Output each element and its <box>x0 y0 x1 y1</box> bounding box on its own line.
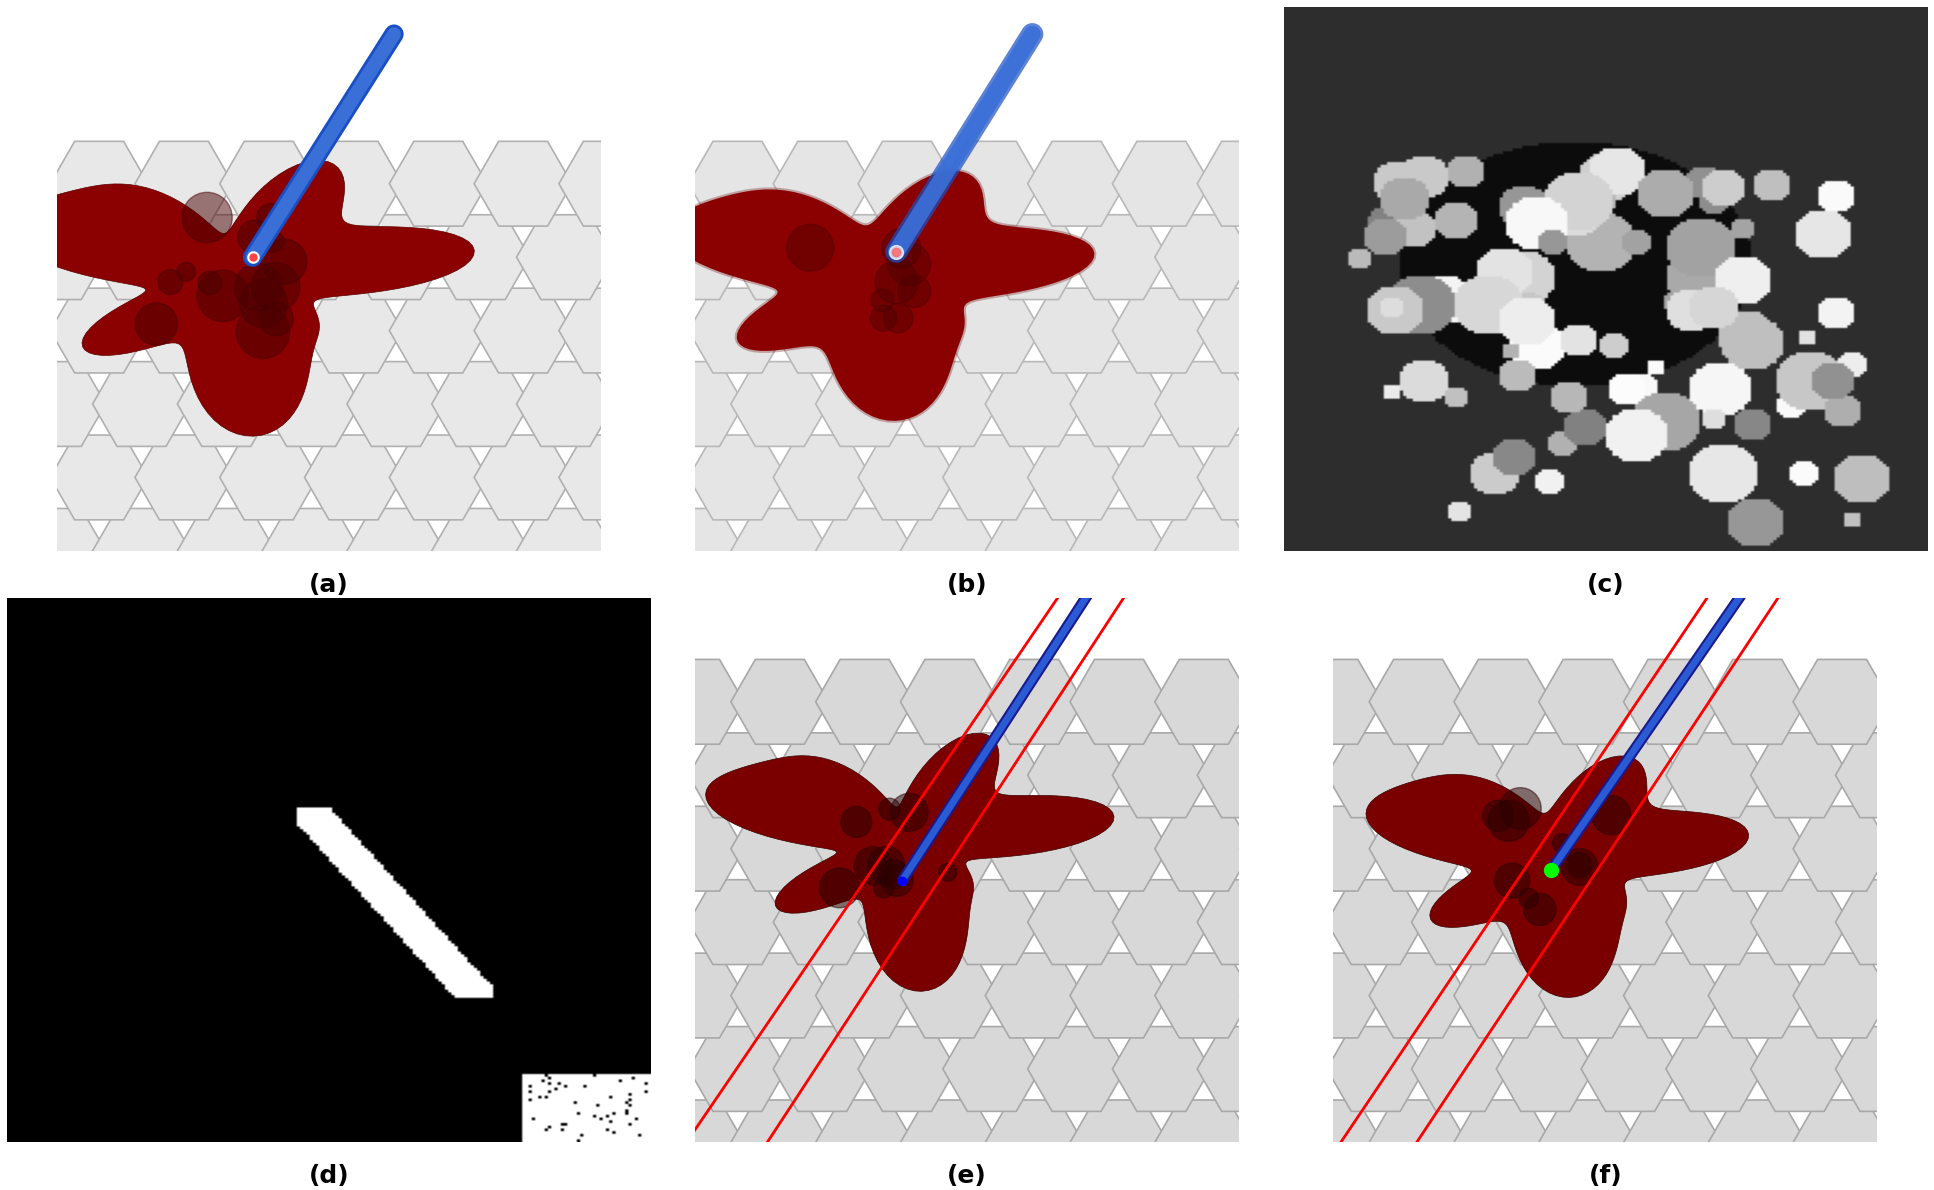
Circle shape <box>855 847 892 884</box>
PathPatch shape <box>669 171 1095 421</box>
Circle shape <box>787 224 834 271</box>
Circle shape <box>868 846 905 883</box>
Text: (c): (c) <box>1586 572 1625 596</box>
Circle shape <box>257 203 284 232</box>
Circle shape <box>240 280 288 327</box>
PathPatch shape <box>6 161 474 437</box>
Circle shape <box>1499 788 1541 829</box>
Circle shape <box>880 864 913 896</box>
Circle shape <box>841 807 872 838</box>
Circle shape <box>884 303 913 333</box>
Circle shape <box>197 270 248 321</box>
Circle shape <box>1483 800 1514 832</box>
Circle shape <box>182 193 232 243</box>
Circle shape <box>897 275 930 307</box>
Text: (a): (a) <box>309 572 348 596</box>
Circle shape <box>1518 889 1539 908</box>
Circle shape <box>238 220 271 253</box>
Circle shape <box>888 243 930 286</box>
Circle shape <box>197 271 220 295</box>
Circle shape <box>820 868 859 908</box>
Circle shape <box>938 863 957 882</box>
PathPatch shape <box>1365 756 1748 997</box>
Circle shape <box>1487 800 1530 841</box>
Circle shape <box>870 305 897 331</box>
Circle shape <box>234 263 282 311</box>
Text: (b): (b) <box>946 572 988 596</box>
PathPatch shape <box>669 171 1095 421</box>
Circle shape <box>890 794 928 832</box>
Text: (d): (d) <box>308 1164 348 1188</box>
Text: (e): (e) <box>948 1164 986 1188</box>
Circle shape <box>1561 848 1597 885</box>
Circle shape <box>259 302 294 336</box>
Circle shape <box>135 303 178 345</box>
Circle shape <box>251 262 300 312</box>
Circle shape <box>882 228 921 268</box>
Text: (f): (f) <box>1588 1164 1623 1188</box>
Circle shape <box>874 878 894 898</box>
Circle shape <box>874 261 919 303</box>
Circle shape <box>236 305 290 358</box>
Circle shape <box>176 263 195 281</box>
Circle shape <box>263 231 284 252</box>
Circle shape <box>870 289 894 312</box>
Circle shape <box>1495 863 1530 898</box>
PathPatch shape <box>706 733 1114 991</box>
Circle shape <box>1524 894 1557 926</box>
Circle shape <box>1553 834 1572 853</box>
Circle shape <box>261 239 308 284</box>
Circle shape <box>878 859 909 889</box>
Circle shape <box>1567 852 1592 878</box>
Circle shape <box>878 798 901 820</box>
Circle shape <box>159 270 184 295</box>
Circle shape <box>1592 796 1630 834</box>
